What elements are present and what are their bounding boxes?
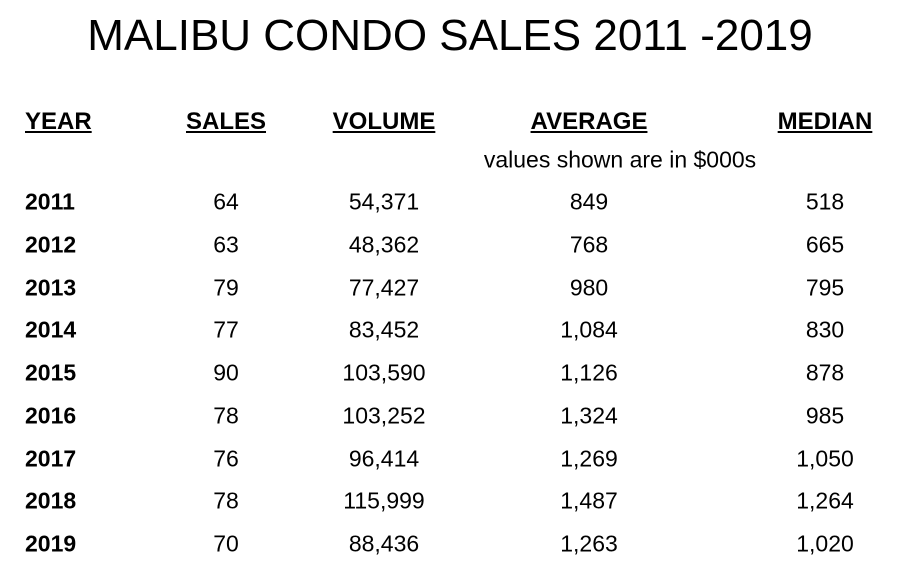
value-cell: 1,264	[796, 487, 854, 514]
value-cell: 849	[569, 188, 609, 215]
value-cell: 77	[213, 316, 239, 343]
value-cell: 518	[805, 188, 845, 215]
value-cell: 115,999	[343, 487, 425, 514]
value-cell: 79	[213, 274, 239, 300]
year-cell: 2012	[25, 231, 77, 258]
year-cell: 2019	[25, 530, 77, 557]
value-cell: 980	[569, 274, 609, 300]
value-cell: 48,362	[348, 231, 420, 258]
value-cell: 78	[213, 487, 239, 514]
value-cell: 795	[805, 274, 845, 300]
value-cell: 78	[213, 402, 239, 429]
value-cell: 64	[213, 188, 239, 215]
column-header: YEAR	[25, 108, 92, 135]
value-cell: 1,324	[560, 402, 618, 429]
title: MALIBU CONDO SALES 2011 -2019	[87, 11, 813, 60]
value-cell: 985	[805, 402, 845, 429]
value-cell: 103,590	[342, 359, 426, 386]
year-cell: 2016	[25, 402, 77, 429]
value-cell: 768	[569, 231, 609, 258]
value-cell: 83,452	[348, 316, 420, 343]
value-cell: 54,371	[348, 188, 420, 215]
year-cell: 2011	[25, 188, 75, 215]
value-cell: 90	[213, 359, 239, 386]
value-cell: 77,427	[348, 274, 420, 300]
column-header: VOLUME	[332, 108, 436, 135]
year-cell: 2018	[25, 487, 77, 514]
value-cell: 1,020	[796, 530, 854, 557]
value-cell: 1,263	[560, 530, 618, 557]
value-cell: 1,269	[560, 445, 618, 471]
year-cell: 2015	[25, 359, 77, 386]
column-header: MEDIAN	[777, 108, 873, 135]
value-cell: 70	[213, 530, 239, 557]
value-cell: 103,252	[342, 402, 426, 429]
column-header: SALES	[185, 108, 267, 135]
value-cell: 88,436	[348, 530, 420, 557]
value-cell: 63	[213, 231, 239, 258]
year-cell: 2013	[25, 274, 77, 300]
value-cell: 76	[213, 445, 239, 471]
value-cell: 665	[805, 231, 845, 258]
value-cell: 878	[805, 359, 845, 386]
units-note: values shown are in $000s	[483, 146, 757, 173]
value-cell: 1,487	[560, 487, 618, 514]
column-header: AVERAGE	[530, 108, 648, 135]
year-cell: 2014	[25, 316, 77, 343]
value-cell: 1,126	[560, 359, 618, 386]
value-cell: 1,084	[560, 316, 618, 343]
value-cell: 1,050	[796, 445, 854, 471]
year-cell: 2017	[25, 445, 77, 471]
value-cell: 830	[805, 316, 845, 343]
value-cell: 96,414	[348, 445, 420, 471]
